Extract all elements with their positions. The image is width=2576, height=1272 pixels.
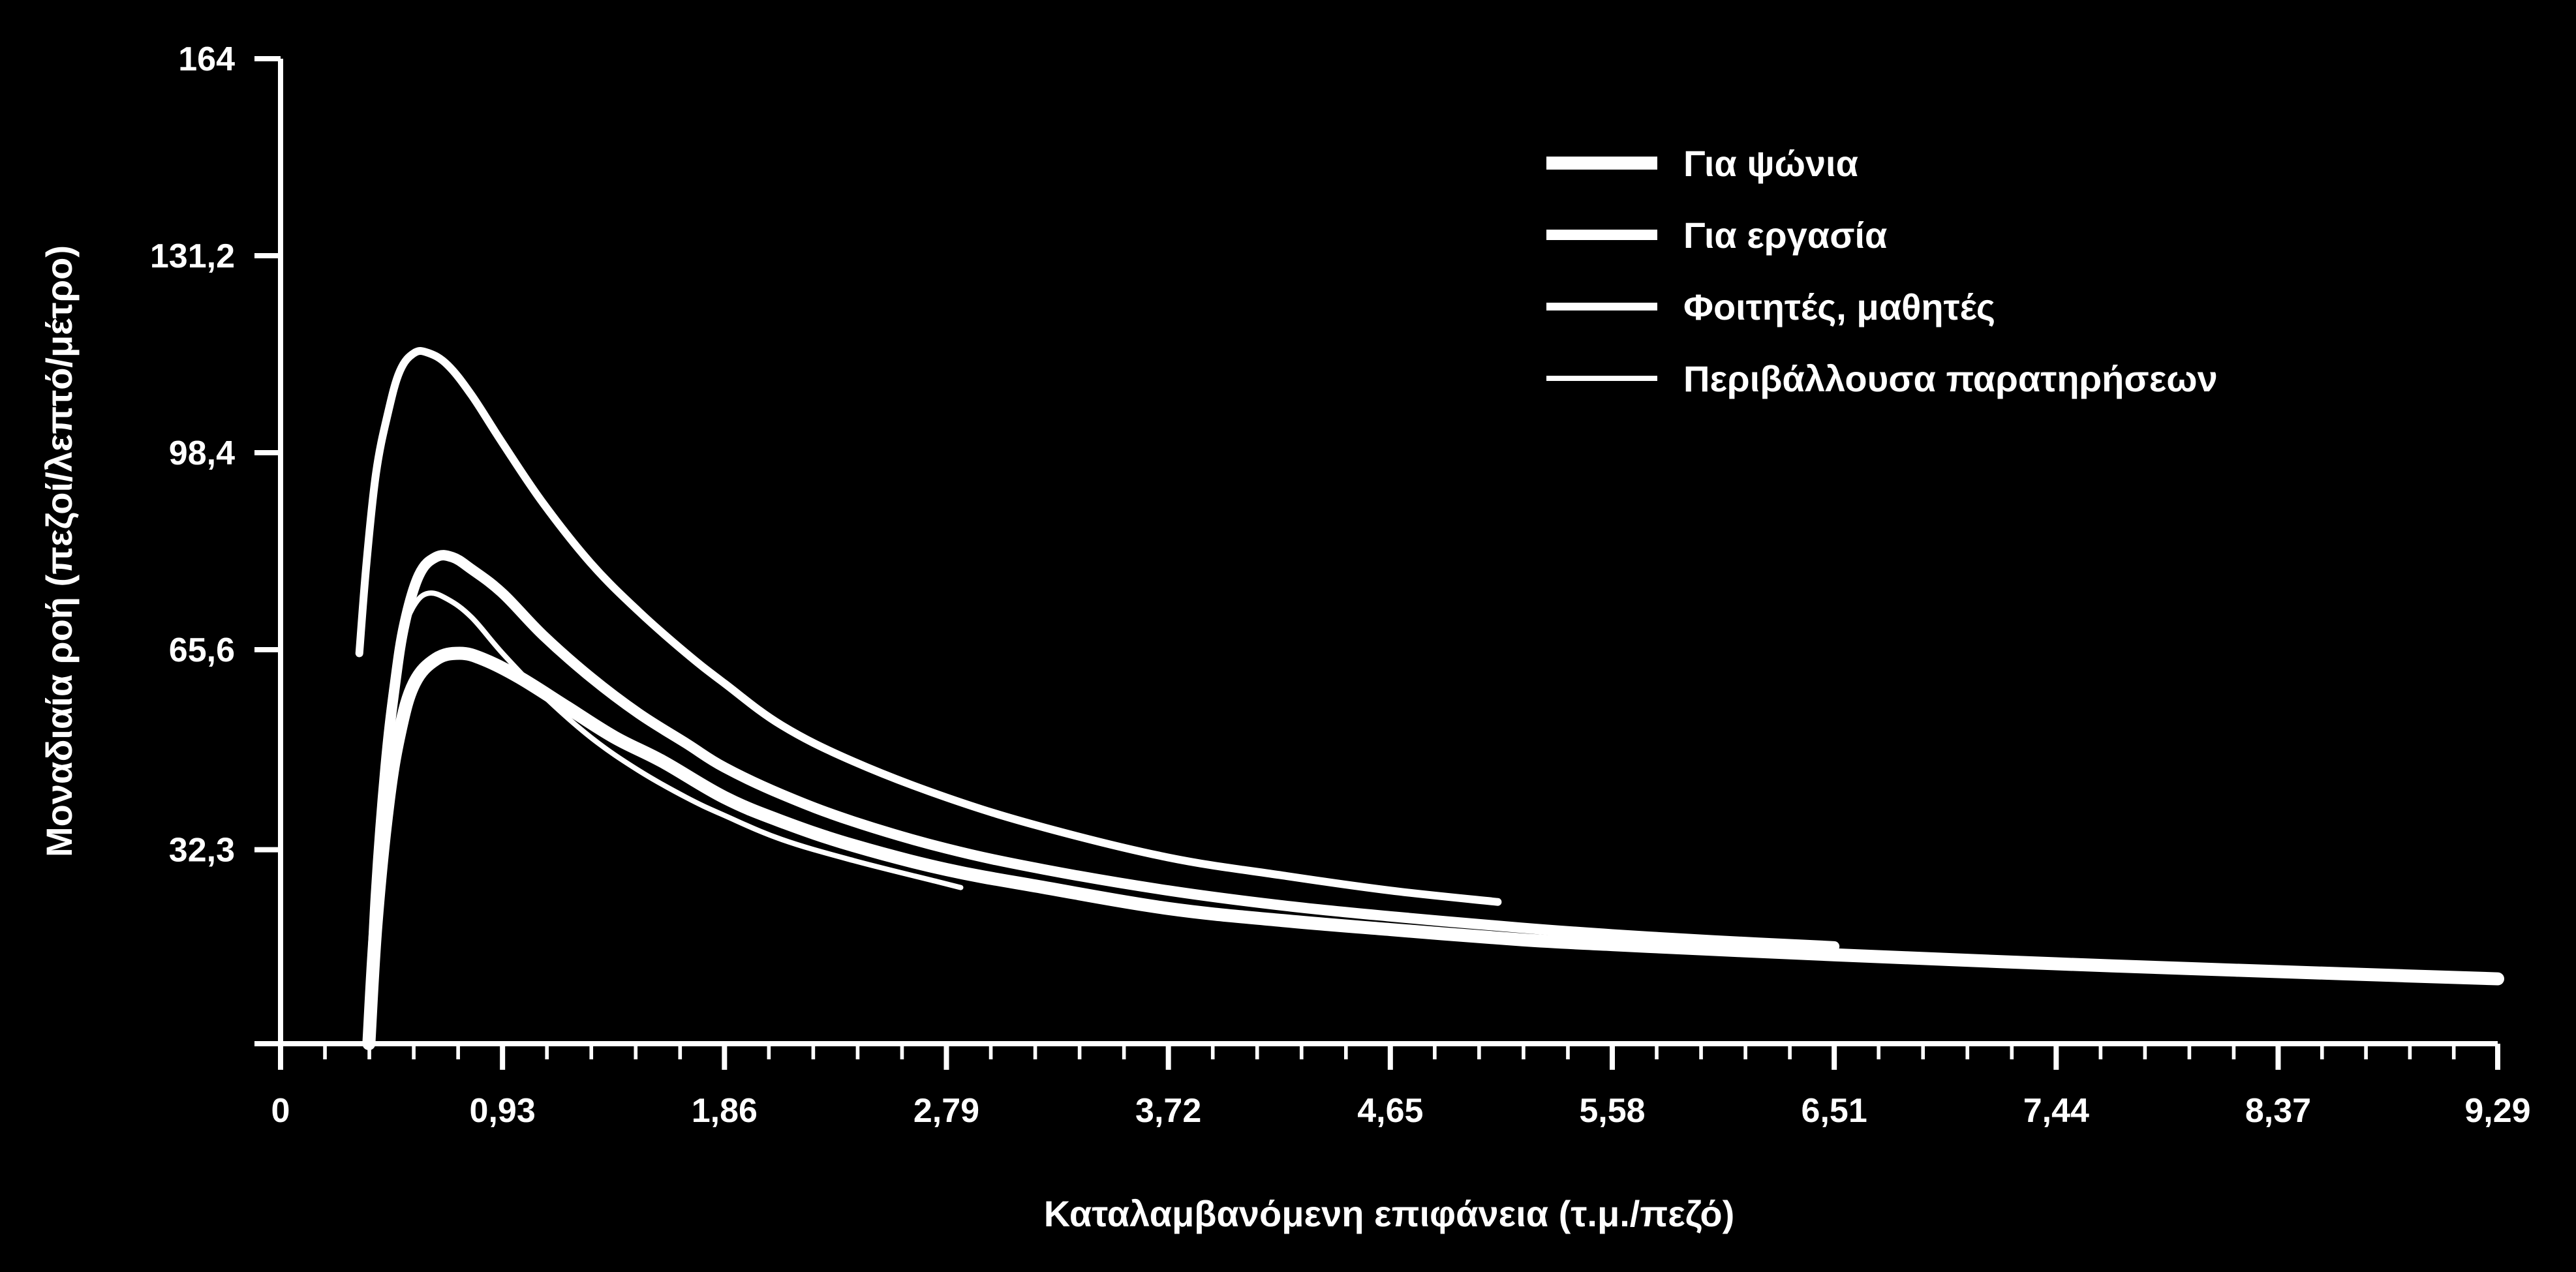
x-tick-label: 2,79: [913, 1092, 979, 1130]
x-tick-label: 0,93: [470, 1092, 536, 1130]
x-tick-label: 0: [271, 1092, 290, 1130]
x-axis-label: Καταλαμβανόμενη επιφάνεια (τ.μ./πεζό): [1044, 1193, 1735, 1234]
legend-label: Φοιτητές, μαθητές: [1683, 286, 1995, 327]
flow-chart: 0 0,93 1,86 2,79 3,72 4,65 5,58 6,51 7,44 8,37 9,2…: [0, 0, 2576, 1272]
x-tick-label: 7,44: [2023, 1092, 2089, 1130]
y-tick-label: 131,2: [150, 237, 235, 275]
y-axis-label: Μοναδιαία ροή (πεζοί/λεπτό/μέτρο): [38, 245, 80, 857]
y-tick-label: 65,6: [169, 631, 235, 669]
x-tick-label: 1,86: [692, 1092, 758, 1130]
x-tick-label: 4,65: [1357, 1092, 1423, 1130]
legend-label: Για εργασία: [1683, 215, 1887, 256]
x-tick-label: 5,58: [1579, 1092, 1645, 1130]
x-tick-label: 8,37: [2245, 1092, 2311, 1130]
legend-label: Περιβάλλουσα παρατηρήσεων: [1683, 358, 2218, 399]
x-tick-label: 6,51: [1802, 1092, 1867, 1130]
y-tick-label: 32,3: [169, 832, 235, 870]
legend-label: Για ψώνια: [1683, 143, 1858, 184]
x-tick-label: 3,72: [1135, 1092, 1201, 1130]
y-tick-label: 98,4: [169, 434, 235, 472]
chart-svg: 0 0,93 1,86 2,79 3,72 4,65 5,58 6,51 7,44 8,37 9,2…: [0, 0, 2576, 1272]
x-tick-label: 9,29: [2464, 1092, 2530, 1130]
y-tick-label: 164: [178, 40, 235, 78]
